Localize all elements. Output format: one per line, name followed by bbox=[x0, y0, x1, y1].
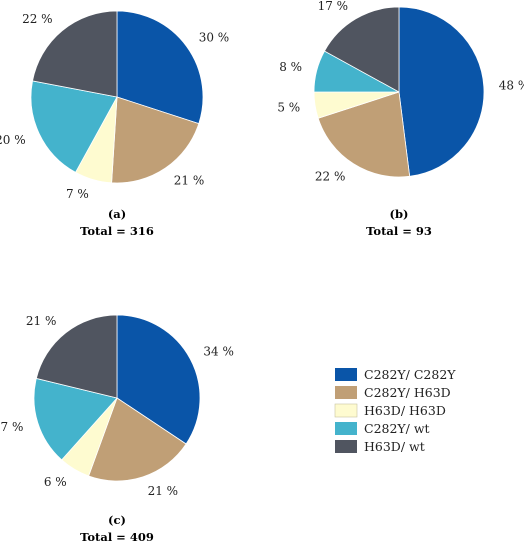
legend-swatch-c282y-h63d bbox=[335, 386, 357, 399]
pie-a-total: Total = 316 bbox=[80, 224, 154, 238]
legend-swatch-h63d-wt bbox=[335, 440, 357, 453]
pie-a-label-h63d-h63d: 7 % bbox=[66, 187, 89, 201]
pie-chart-c: 34 % 21 % 6 % 17 % 21 % (c) Total = 409 bbox=[0, 314, 234, 544]
pie-c-label-h63d-wt: 21 % bbox=[26, 314, 57, 328]
pie-chart-b: 48 % 22 % 5 % 8 % 17 % (b) Total = 93 bbox=[277, 0, 524, 238]
pie-a-caption-label: (a) bbox=[108, 207, 126, 221]
pie-b-label-h63d-wt: 17 % bbox=[318, 0, 349, 13]
legend-label-h63d-h63d: H63D/ H63D bbox=[364, 403, 446, 418]
pie-b-total: Total = 93 bbox=[366, 224, 432, 238]
legend-swatch-c282y-wt bbox=[335, 422, 357, 435]
pie-b-label-c282y-c282y: 48 % bbox=[499, 79, 524, 93]
legend-label-c282y-h63d: C282Y/ H63D bbox=[364, 385, 451, 400]
legend-swatch-h63d-h63d bbox=[335, 404, 357, 417]
pie-c-total: Total = 409 bbox=[80, 530, 154, 544]
pie-c-slices bbox=[34, 315, 200, 481]
pie-b-slice-c282y-c282y bbox=[399, 7, 484, 176]
pie-a-slices bbox=[31, 11, 203, 183]
pie-c-caption-label: (c) bbox=[108, 513, 126, 527]
pie-c-label-c282y-h63d: 21 % bbox=[148, 484, 179, 498]
pie-a-label-c282y-c282y: 30 % bbox=[199, 31, 230, 45]
legend-label-c282y-wt: C282Y/ wt bbox=[364, 421, 430, 436]
pie-b-label-h63d-h63d: 5 % bbox=[277, 101, 300, 115]
pie-b-label-c282y-h63d: 22 % bbox=[315, 169, 346, 183]
pie-b-caption-label: (b) bbox=[390, 207, 409, 221]
pie-c-label-c282y-c282y: 34 % bbox=[203, 345, 234, 359]
legend-label-h63d-wt: H63D/ wt bbox=[364, 439, 425, 454]
pie-b-slices bbox=[314, 7, 484, 177]
pie-a-label-h63d-wt: 22 % bbox=[22, 12, 53, 26]
legend-swatch-c282y-c282y bbox=[335, 368, 357, 381]
pie-a-label-c282y-h63d: 21 % bbox=[174, 174, 205, 188]
pie-c-label-h63d-h63d: 6 % bbox=[44, 475, 67, 489]
pie-a-label-c282y-wt: 20 % bbox=[0, 133, 26, 147]
pie-b-label-c282y-wt: 8 % bbox=[279, 60, 302, 74]
legend-label-c282y-c282y: C282Y/ C282Y bbox=[364, 367, 456, 382]
legend: C282Y/ C282Y C282Y/ H63D H63D/ H63D C282… bbox=[335, 367, 456, 454]
pie-chart-a: 30 % 21 % 7 % 20 % 22 % (a) Total = 316 bbox=[0, 11, 229, 238]
pie-c-label-c282y-wt: 17 % bbox=[0, 420, 23, 434]
